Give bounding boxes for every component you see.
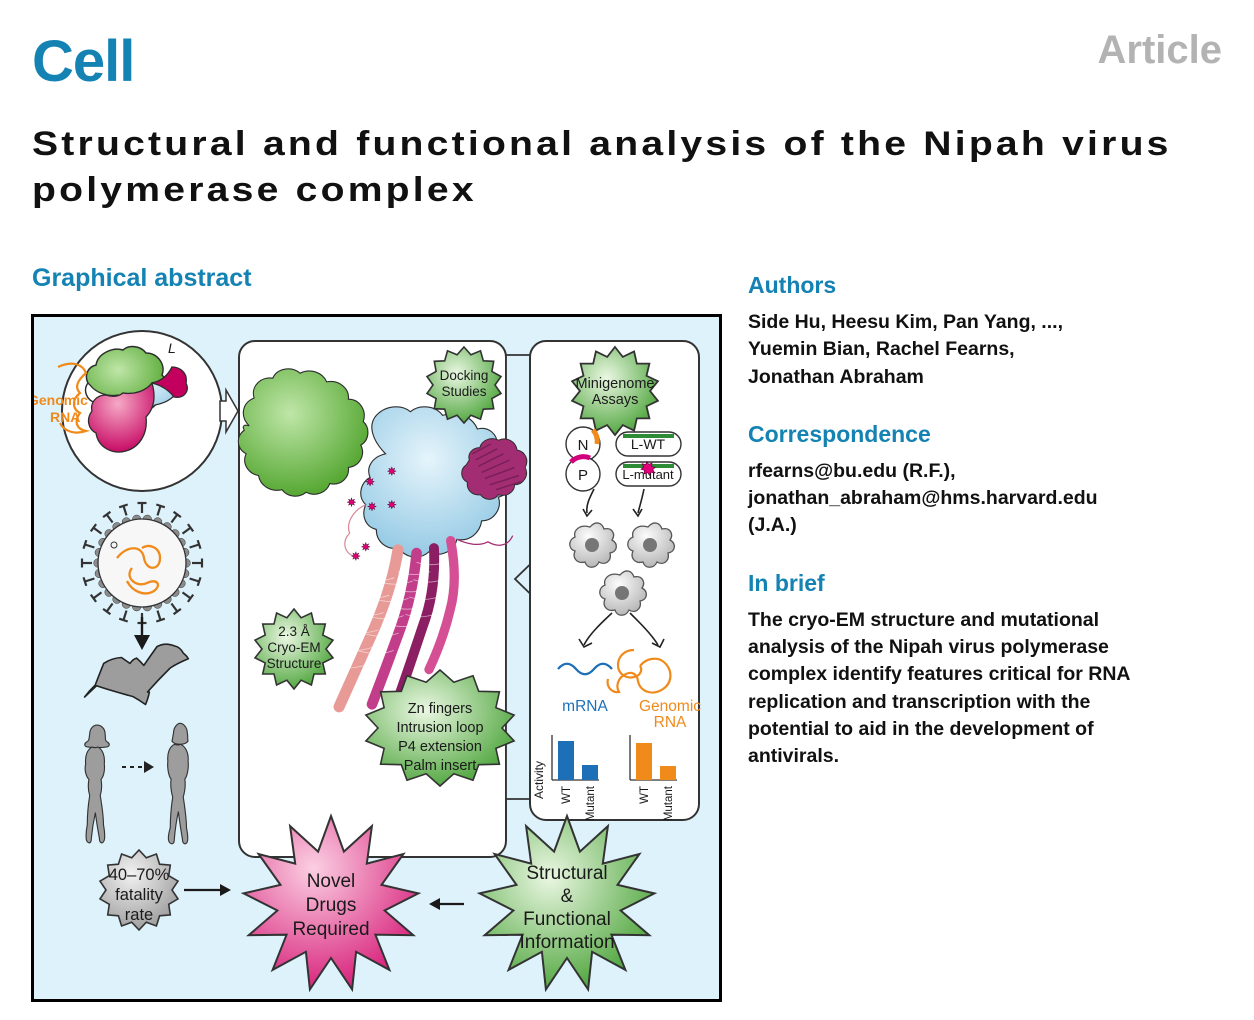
svg-text:Required: Required <box>292 919 369 940</box>
svg-text:Intrusion loop: Intrusion loop <box>396 720 483 736</box>
svg-text:Studies: Studies <box>441 384 486 399</box>
svg-text:Genomic: Genomic <box>639 698 701 715</box>
svg-text:L: L <box>168 340 176 356</box>
svg-text:Assays: Assays <box>592 392 639 408</box>
svg-text:WT: WT <box>639 786 651 804</box>
svg-text:P4 extension: P4 extension <box>398 739 482 755</box>
svg-text:40–70%: 40–70% <box>109 866 170 884</box>
svg-text:Novel: Novel <box>307 871 356 892</box>
svg-text:Docking: Docking <box>440 368 489 383</box>
svg-text:fatality: fatality <box>115 886 163 904</box>
svg-text:2.3 Å: 2.3 Å <box>278 624 310 639</box>
svg-text:Palm insert: Palm insert <box>404 758 477 774</box>
svg-text:Information: Information <box>519 932 614 953</box>
svg-text:mRNA: mRNA <box>562 698 608 715</box>
svg-text:RNA: RNA <box>654 714 687 731</box>
svg-text:Cryo-EM: Cryo-EM <box>267 640 320 655</box>
svg-text:Minigenome: Minigenome <box>576 376 655 392</box>
svg-text:Drugs: Drugs <box>306 895 357 916</box>
svg-text:N: N <box>578 437 589 454</box>
svg-text:P: P <box>578 467 588 484</box>
svg-text:Activity: Activity <box>532 761 546 799</box>
svg-text:rate: rate <box>125 906 153 924</box>
svg-text:WT: WT <box>561 786 573 804</box>
svg-text:RNA: RNA <box>50 409 80 425</box>
svg-text:Zn fingers: Zn fingers <box>408 701 472 717</box>
svg-text:Mutant: Mutant <box>585 785 597 821</box>
svg-text:Mutant: Mutant <box>663 785 675 821</box>
svg-text:Structural: Structural <box>526 863 607 884</box>
svg-text:Structure: Structure <box>267 656 322 671</box>
svg-text:Functional: Functional <box>523 909 611 930</box>
svg-text:&: & <box>561 886 574 907</box>
svg-text:L-WT: L-WT <box>631 436 666 452</box>
svg-text:Genomic: Genomic <box>34 392 88 408</box>
